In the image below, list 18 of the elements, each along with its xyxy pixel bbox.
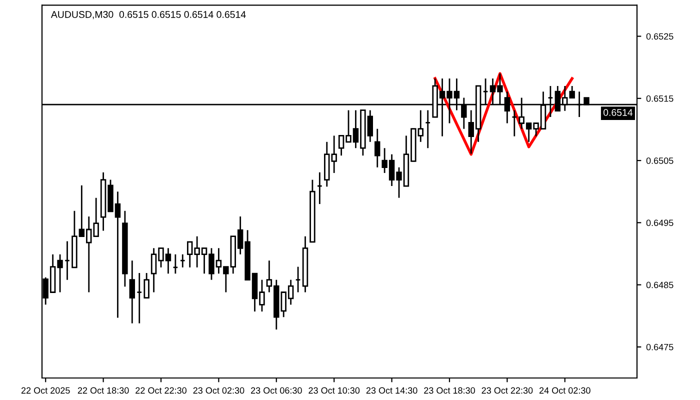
y-tick-label: 0.6525: [646, 33, 674, 40]
y-tick-label: 0.6475: [646, 344, 674, 350]
ref-line-label: 0.6514: [603, 109, 633, 116]
y-tick-label: 0.6515: [646, 95, 674, 102]
text: AUDUSD,M30 0.6515 0.6515 0.6514 0.6514: [50, 11, 246, 20]
x-tick-label: 22 Oct 2025: [21, 387, 70, 394]
y-tick-label: 0.6485: [646, 282, 674, 288]
x-tick-label: 23 Oct 02:30: [193, 387, 244, 394]
y-tick-label: 0.6505: [646, 158, 674, 164]
x-tick-label: 23 Oct 22:30: [482, 387, 533, 394]
x-tick-label: 24 Oct 02:30: [539, 387, 590, 394]
x-tick-label: 23 Oct 06:30: [251, 387, 302, 394]
x-tick-label: 23 Oct 14:30: [366, 387, 418, 394]
x-tick-label: 23 Oct 18:30: [424, 387, 475, 394]
y-tick-label: 0.6495: [646, 220, 674, 226]
x-tick-label: 22 Oct 18:30: [78, 387, 129, 394]
x-tick-label: 22 Oct 22:30: [136, 387, 186, 394]
x-tick-label: 23 Oct 10:30: [308, 387, 360, 394]
